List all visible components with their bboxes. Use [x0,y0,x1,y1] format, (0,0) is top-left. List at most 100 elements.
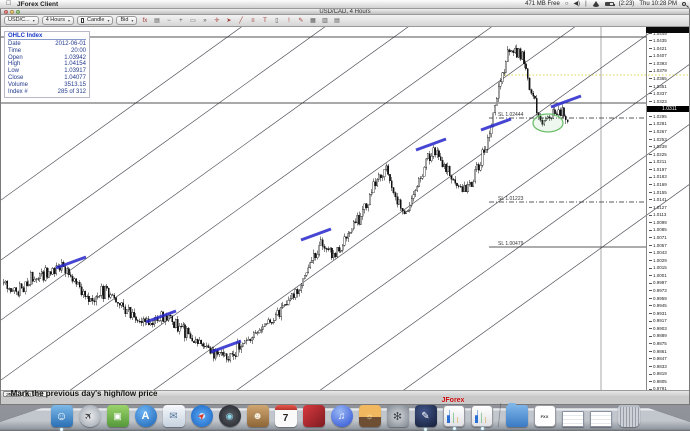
bottom-bar-button-w[interactable]: W [36,391,47,397]
dock-icon-minimized-window-1[interactable] [561,411,584,427]
chart-toolbar: USD/C... ▾ 4 Hours ▾ Candle ▾ Bid ▾ fx ▤ − + ▭ » ✛ ➤ ╱ ≡ T… [1,15,689,27]
price-tick-label: 1.0379 [649,68,667,73]
green-highlight-ellipse[interactable] [532,113,564,133]
chart-bottom-bar: 200% 1D W [1,390,689,397]
sl-order-label[interactable]: SL 1.00479 [498,241,524,247]
period-select[interactable]: 4 Hours ▾ [41,16,74,25]
layout-rows-icon[interactable]: ▤ [334,18,340,24]
close-button[interactable] [4,9,8,14]
dock-icon-android-app[interactable]: ▣ [106,405,129,427]
current-price-highlight: 1.0311 [647,105,689,112]
price-tick-label: 1.0155 [649,190,667,195]
price-tick-label: 1.0071 [649,235,667,240]
time-machine-icon[interactable]: ○ [564,1,569,7]
dock-icon-trash[interactable] [617,405,640,427]
fibonacci-icon[interactable]: ≡ [251,17,255,24]
price-axis[interactable]: 1.0449 1.0435 1.0421 1.0407 1.0393 1.0379 1.03… [646,27,689,390]
input-menu-icon[interactable]: | [585,1,587,7]
dock-icon-app-store[interactable]: A [134,405,157,427]
sl-order-label[interactable]: SL 1.01223 [498,196,524,202]
battery-icon[interactable] [604,2,615,6]
price-tick-label: 0.9973 [649,288,667,293]
dock-icon-finder-glyph: ☺ [55,409,68,423]
dock-separator [497,403,501,427]
dock-icon-itunes[interactable]: ♫ [330,405,353,427]
chart-area[interactable]: SL 1.02444 SL 1.01223 SL 1.00479 OHLC Inde… [1,27,689,390]
dock-icon-finder[interactable]: ☺ [50,405,73,431]
price-tick-label: 0.9931 [649,311,667,316]
dock-icon-calendar[interactable]: 7 [274,405,297,427]
text-tool-icon[interactable]: T [263,17,267,24]
crosshair-icon[interactable]: ✛ [214,18,220,24]
dock-icon-red-media-app[interactable] [302,405,325,427]
zoom-level-select[interactable]: 200% [3,391,21,397]
sl-order-lines: SL 1.02444 SL 1.01223 SL 1.00479 [489,112,646,248]
window-title: USD/CAD, 4 Hours [319,8,371,15]
price-tick-label: 1.0029 [649,258,667,263]
minimize-button[interactable] [10,9,14,14]
spotlight-icon[interactable] [682,2,686,6]
dock-icon-ink-app[interactable]: ✎ [414,405,437,431]
candlestick-chart[interactable]: SL 1.02444 SL 1.01223 SL 1.00479 [1,27,689,390]
trend-channel-lines [1,27,689,390]
dock-icon-iphoto[interactable]: ☼ [358,405,381,427]
dock-icon-charts-app[interactable] [470,405,493,430]
zoom-out-icon[interactable]: − [167,17,171,24]
dock-icon-mail[interactable]: ✉ [162,405,185,427]
dock-icon-mail-glyph: ✉ [169,410,178,422]
alert-icon[interactable]: ! [288,17,290,24]
zoom-in-icon[interactable]: + [179,17,183,24]
clipboard-icon[interactable]: ▤ [154,18,160,24]
price-tick-label: 0.9987 [649,280,667,285]
dock-icon-contacts-glyph: ☻ [252,410,263,422]
ohlc-value: 3513.15 [64,81,86,88]
layout-columns-icon[interactable]: ▥ [322,18,328,24]
dock-icon-safari[interactable]: ➤ [190,405,213,427]
menu-bar-clock[interactable]: Thu 10:28 PM [639,1,677,7]
ohlc-row-index: Index # 285 of 312 [8,89,86,96]
dock-icon-calendar-glyph: 7 [282,412,289,424]
dock-icon-system-preferences[interactable]: ✻ [386,405,409,427]
candle-type-icon [81,18,84,23]
running-indicator-dot [59,428,63,431]
window-title-bar[interactable]: USD/CAD, 4 Hours [1,9,689,15]
chart-shift-icon[interactable]: ▯ [275,18,279,24]
dock-icon-photo-booth[interactable]: ◉ [218,405,241,427]
dock-icon-fxx-document[interactable]: FXX [533,405,556,427]
pencil-icon[interactable]: ✎ [298,18,304,24]
wifi-icon[interactable] [591,1,600,7]
dock-icon-downloads-folder[interactable] [505,403,528,427]
dock-icon-launchpad[interactable]: ✈ [78,405,101,427]
volume-icon[interactable]: ◀) [573,1,581,7]
apple-menu-icon[interactable]:  [6,0,12,7]
zoom-box-icon[interactable]: ▭ [190,18,196,24]
dock-icon-ink-app-glyph: ✎ [421,410,430,422]
ohlc-value: 20:00 [70,47,86,54]
zoom-button[interactable] [16,9,20,14]
chart-type-select[interactable]: Candle ▾ [77,16,114,25]
ohlc-label: Low [8,68,20,75]
sl-order-label[interactable]: SL 1.02444 [498,112,524,118]
dock-icon-photo-booth-glyph: ◉ [225,410,234,421]
dock-icon-contacts[interactable]: ☻ [246,405,269,427]
ohlc-label: Close [8,74,24,81]
ohlc-label: Volume [8,81,29,88]
indicators-icon[interactable]: fx [142,17,148,24]
line-tool-icon[interactable]: ╱ [239,18,243,24]
bottom-bar-button-1d[interactable]: 1D [22,391,35,397]
sticky-note-text: -Mark the previous day's high/low price [8,389,158,398]
instrument-select[interactable]: USD/C... ▾ [4,16,39,25]
auto-scroll-icon[interactable]: » [203,17,207,24]
price-tick-label: 1.0043 [649,250,667,255]
pointer-icon[interactable]: ➤ [226,18,232,24]
dock-icon-jforex[interactable]: JForex [442,397,465,430]
dock-icon-minimized-window-2[interactable] [589,411,612,427]
layout-grid-icon[interactable]: ▦ [310,18,316,24]
price-tick-label: 1.0393 [649,61,667,66]
dock-icon-launchpad-glyph: ✈ [82,409,97,423]
ohlc-row-time: Time 20:00 [8,48,86,55]
menu-bar-app-name[interactable]: JForex Client [17,0,59,8]
ohlc-value: 285 of 312 [57,88,86,95]
price-side-select-label: Bid [120,17,129,23]
price-side-select[interactable]: Bid ▾ [116,16,138,25]
